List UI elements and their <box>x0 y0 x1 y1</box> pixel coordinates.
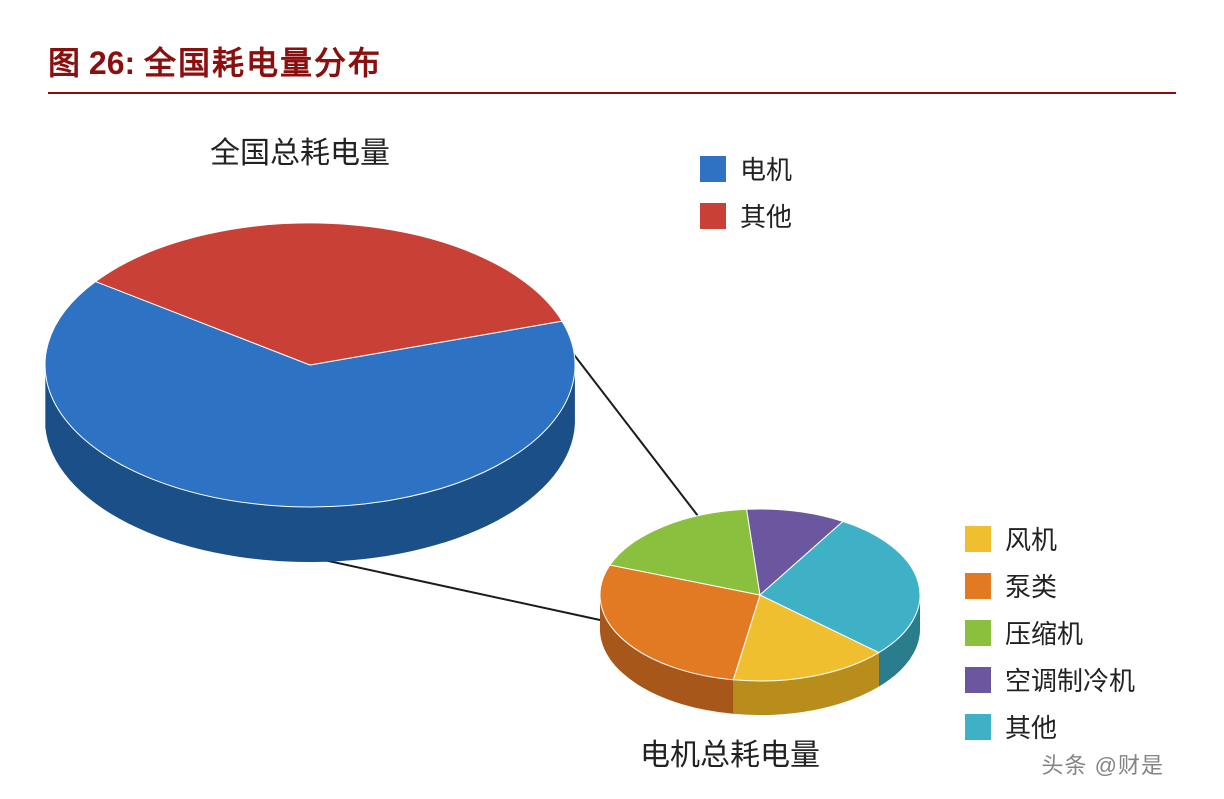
pie1-title: 全国总耗电量 <box>210 128 390 172</box>
legend-swatch <box>965 714 991 740</box>
watermark: 头条 @财是 <box>1042 748 1164 780</box>
chart-title-bar: 图 26: 全国耗电量分布 <box>48 38 1176 94</box>
legend-swatch <box>965 573 991 599</box>
legend-breakdown-item: 泵类 <box>965 567 1135 604</box>
legend-swatch <box>700 156 726 182</box>
legend-label: 其他 <box>740 197 792 234</box>
legend-label: 泵类 <box>1005 567 1057 604</box>
legend-swatch <box>700 203 726 229</box>
legend-label: 压缩机 <box>1005 614 1083 651</box>
legend-swatch <box>965 526 991 552</box>
legend-breakdown-item: 压缩机 <box>965 614 1135 651</box>
title-main: 全国耗电量分布 <box>144 45 382 81</box>
legend-label: 其他 <box>1005 708 1057 745</box>
legend-label: 电机 <box>740 150 792 187</box>
legend-main-item: 其他 <box>700 197 792 234</box>
pie-total <box>45 223 575 562</box>
legend-main: 电机其他 <box>700 150 792 244</box>
chart-title: 图 26: 全国耗电量分布 <box>48 38 1176 84</box>
pie2-title: 电机总耗电量 <box>640 730 820 774</box>
legend-breakdown-item: 空调制冷机 <box>965 661 1135 698</box>
legend-swatch <box>965 620 991 646</box>
title-prefix: 图 26: <box>48 45 135 81</box>
pie-breakdown <box>600 509 920 715</box>
legend-breakdown-item: 其他 <box>965 708 1135 745</box>
legend-breakdown-item: 风机 <box>965 520 1135 557</box>
legend-swatch <box>965 667 991 693</box>
legend-label: 空调制冷机 <box>1005 661 1135 698</box>
connector-line <box>555 330 698 516</box>
legend-label: 风机 <box>1005 520 1057 557</box>
chart-area: 全国总耗电量 电机总耗电量 电机其他 风机泵类压缩机空调制冷机其他 <box>0 90 1224 794</box>
legend-breakdown: 风机泵类压缩机空调制冷机其他 <box>965 520 1135 755</box>
legend-main-item: 电机 <box>700 150 792 187</box>
